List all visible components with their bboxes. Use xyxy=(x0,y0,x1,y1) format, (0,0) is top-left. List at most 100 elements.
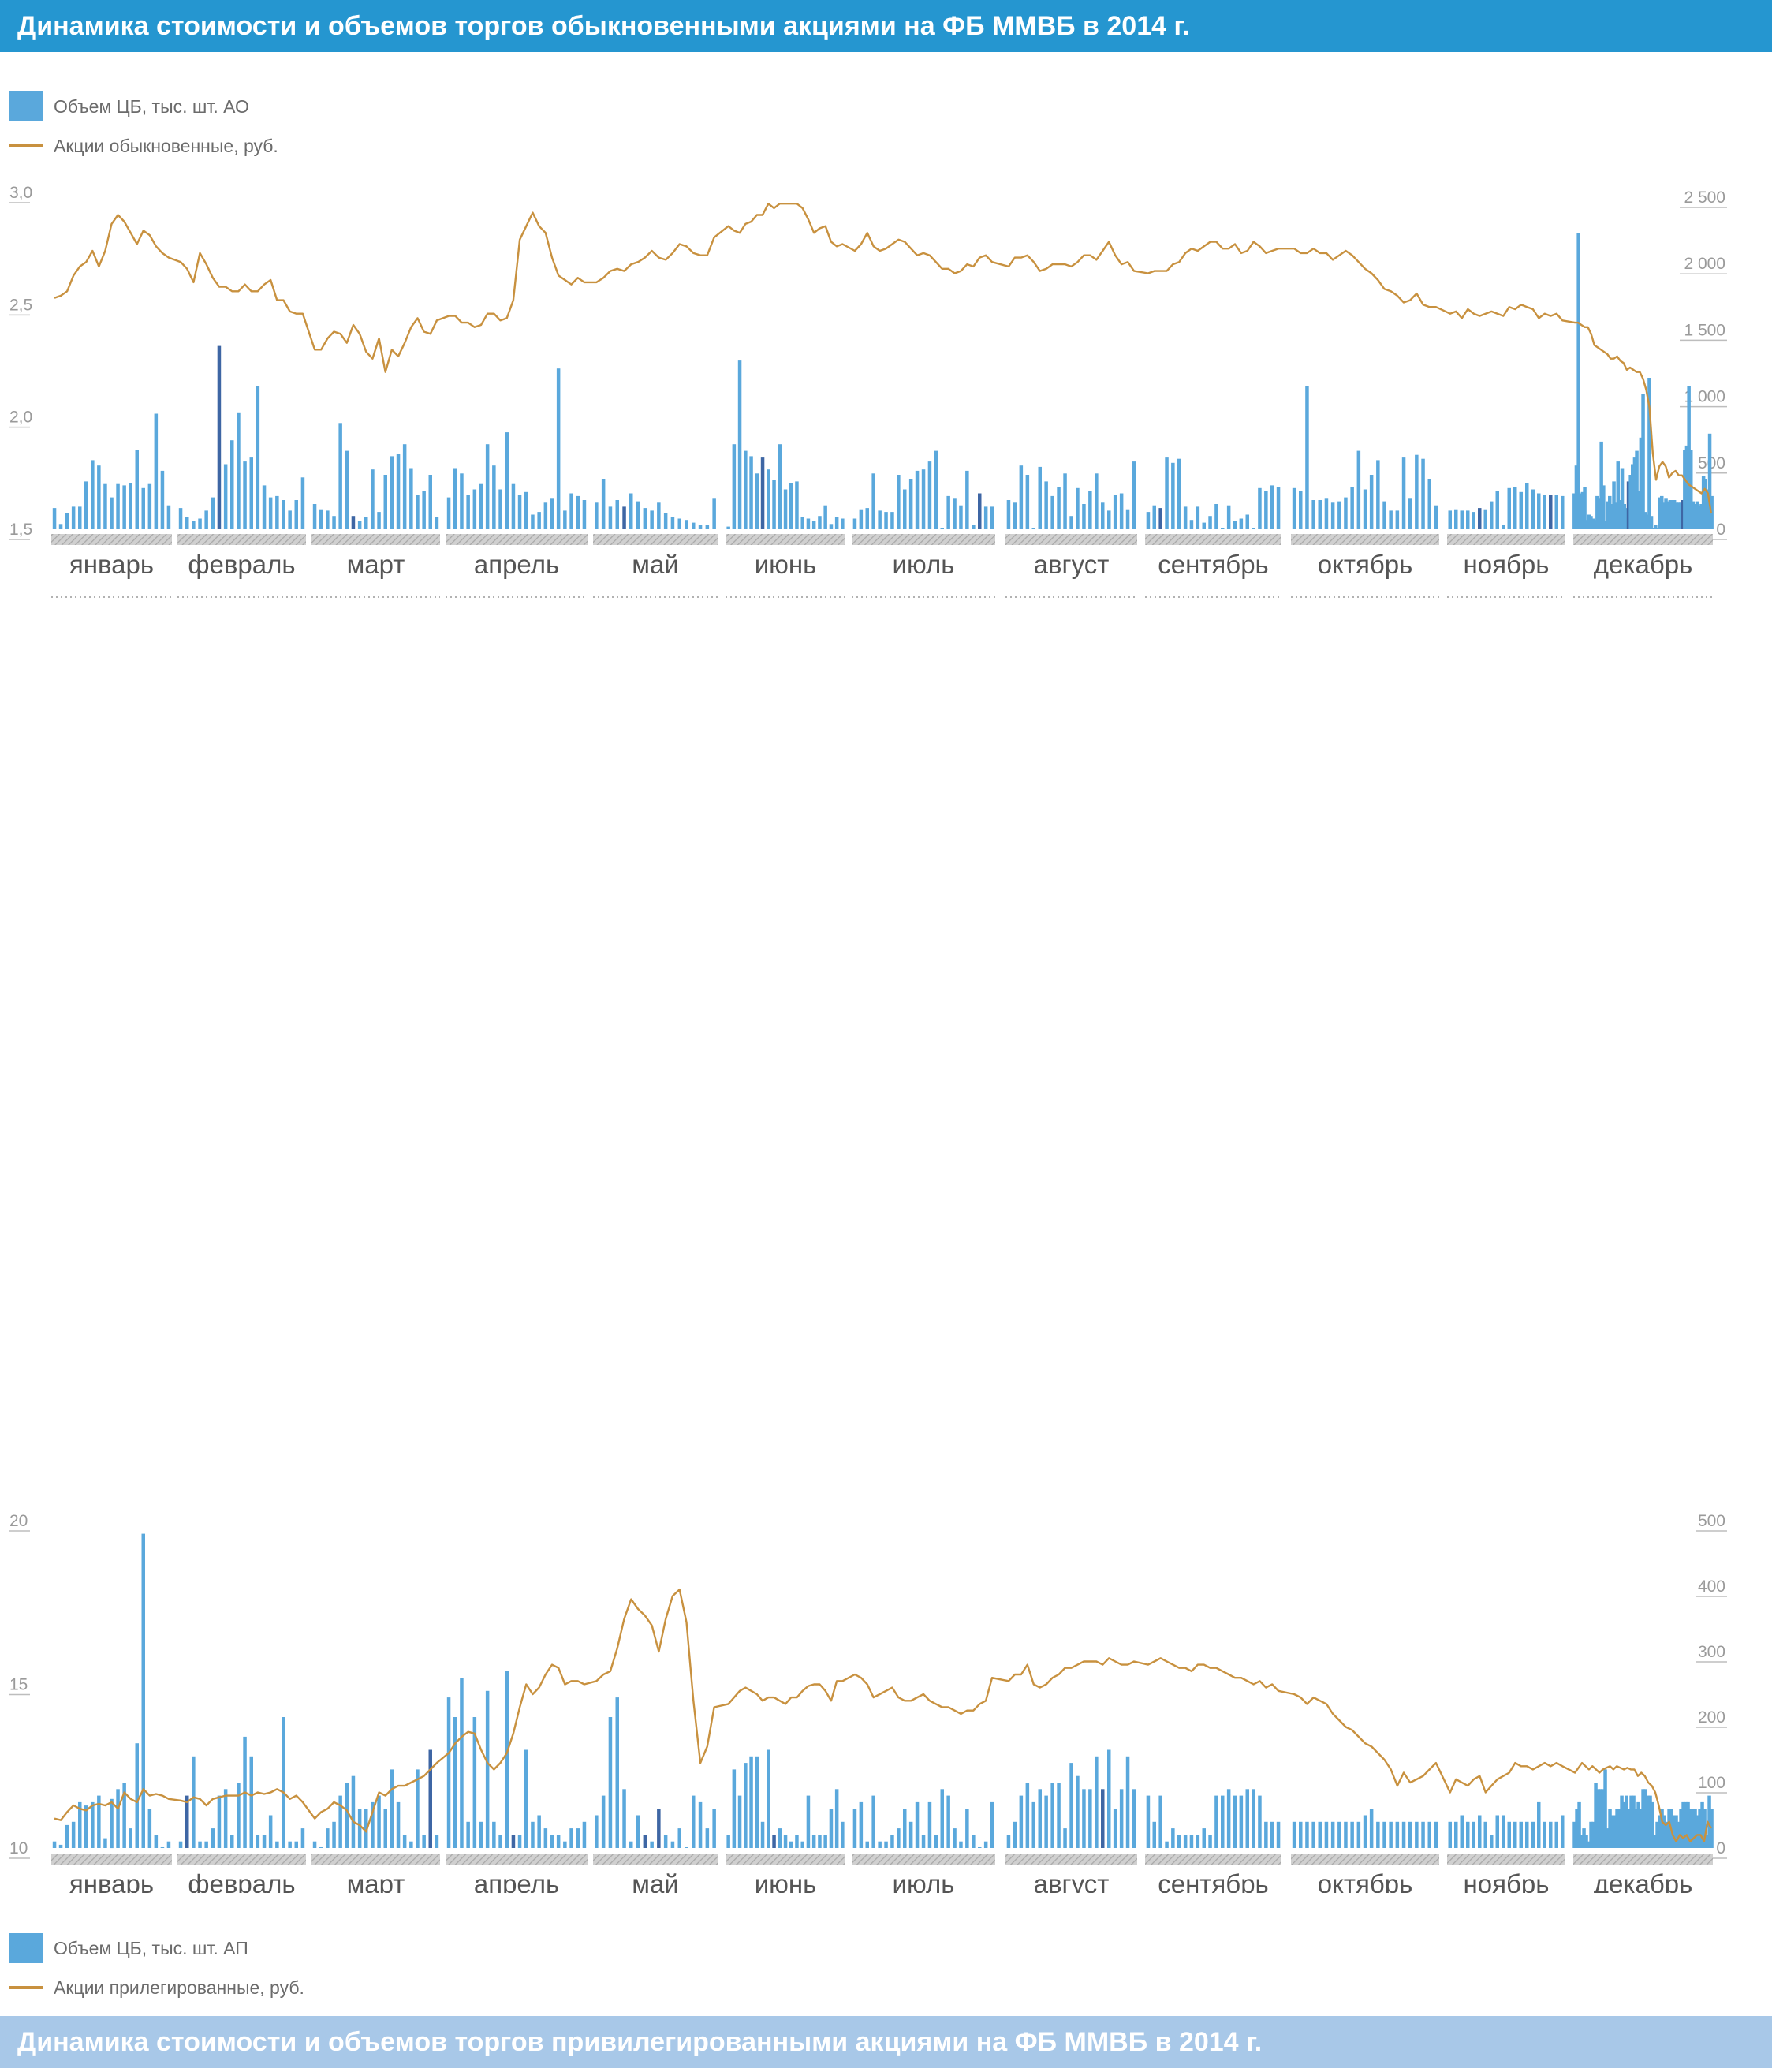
volume-bar xyxy=(345,450,349,529)
volume-bar xyxy=(1382,501,1386,529)
volume-bar xyxy=(1662,502,1666,529)
volume-bar xyxy=(1369,475,1374,529)
volume-bar xyxy=(1622,1801,1626,1848)
volume-bar xyxy=(204,510,208,529)
volume-bar xyxy=(1502,1815,1505,1848)
volume-bar xyxy=(1632,1795,1636,1848)
volume-bar xyxy=(1460,510,1464,529)
volume-bar xyxy=(908,1821,913,1848)
volume-bar xyxy=(78,1801,82,1848)
month-label: февраль xyxy=(188,1869,295,1893)
volume-bar xyxy=(795,1835,799,1848)
volume-bar xyxy=(154,413,159,529)
volume-bar xyxy=(1063,1828,1067,1848)
volume-bar xyxy=(643,508,647,529)
volume-bar xyxy=(744,1763,748,1848)
volume-bar xyxy=(492,1821,496,1848)
volume-bar xyxy=(1233,1795,1237,1848)
month-band: июнь xyxy=(726,1854,845,1893)
volume-bar xyxy=(953,498,957,529)
volume-bar xyxy=(1513,487,1517,529)
volume-bar xyxy=(65,513,69,529)
volume-bar xyxy=(345,1783,349,1848)
volume-bar xyxy=(1674,1815,1678,1848)
volume-bar xyxy=(1057,487,1061,529)
volume-bar xyxy=(1677,502,1681,529)
right-axis-tick-label: 500 xyxy=(1698,454,1725,472)
volume-bar xyxy=(460,1678,464,1848)
volume-bar xyxy=(1665,1821,1669,1848)
volume-bar xyxy=(608,1717,613,1848)
volume-bar xyxy=(1119,493,1124,529)
volume-bar xyxy=(1618,500,1622,529)
volume-bar xyxy=(537,1815,541,1848)
volume-bar xyxy=(1700,1801,1704,1848)
volume-bar xyxy=(1587,1841,1591,1848)
right-axis-tick: 2 000 xyxy=(1680,255,1727,274)
volume-bar xyxy=(116,1789,120,1848)
month-band-hatch xyxy=(311,1854,440,1865)
volume-bar xyxy=(1554,495,1558,529)
volume-bar xyxy=(141,487,145,529)
volume-bar xyxy=(383,1809,387,1848)
volume-bar xyxy=(908,479,913,529)
month-label: июль xyxy=(893,1869,955,1893)
right-axis-tick-label: 0 xyxy=(1716,1839,1725,1857)
volume-bar xyxy=(1651,528,1655,529)
volume-bar xyxy=(818,1835,822,1848)
volume-bar xyxy=(978,1847,982,1848)
volume-bar xyxy=(1245,514,1249,529)
volume-bar xyxy=(859,1801,864,1848)
volume-bar xyxy=(871,473,875,529)
volume-bar xyxy=(582,500,587,529)
month-band: август xyxy=(1005,1854,1137,1893)
volume-bar xyxy=(650,510,654,529)
month-band: март xyxy=(311,1854,440,1893)
volume-bar xyxy=(823,505,827,529)
volume-bar xyxy=(312,504,317,529)
month-label: сентябрь xyxy=(1158,1869,1269,1893)
volume-bar xyxy=(230,440,234,529)
volume-bar xyxy=(1025,475,1030,529)
volume-bar xyxy=(1591,1821,1595,1848)
volume-bar xyxy=(1697,505,1702,529)
volume-bar xyxy=(643,1835,647,1848)
volume-bar xyxy=(282,500,285,529)
volume-bar xyxy=(1344,1821,1348,1848)
month-band: сентябрь xyxy=(1145,1854,1281,1893)
volume-bar xyxy=(1434,1821,1438,1848)
volume-bar xyxy=(446,497,451,529)
volume-bar xyxy=(1664,498,1668,529)
volume-bar xyxy=(1146,1795,1151,1848)
volume-bar xyxy=(1601,1789,1605,1848)
volume-bar xyxy=(428,475,432,529)
month-label: июнь xyxy=(755,1869,817,1893)
volume-bar xyxy=(1655,528,1660,529)
volume-bar xyxy=(1686,1801,1690,1848)
volume-bar xyxy=(531,514,535,529)
volume-bar xyxy=(760,457,765,529)
volume-bar xyxy=(1674,502,1678,529)
volume-bar xyxy=(1063,473,1067,529)
volume-bar xyxy=(670,517,675,529)
month-label: ноябрь xyxy=(1464,1869,1550,1893)
volume-bar xyxy=(332,516,336,529)
volume-bar xyxy=(841,518,845,529)
volume-bar xyxy=(122,485,126,529)
volume-bar xyxy=(84,481,88,529)
volume-bar xyxy=(1672,1815,1676,1848)
month-band: ноябрь xyxy=(1447,1854,1565,1893)
legend-line-swatch xyxy=(9,144,43,147)
volume-bar xyxy=(160,1847,165,1848)
volume-bar xyxy=(852,1809,857,1848)
volume-bar xyxy=(453,468,457,529)
volume-bar xyxy=(818,516,822,529)
volume-bar xyxy=(524,1749,528,1848)
month-band: июнь xyxy=(726,534,845,598)
volume-bar xyxy=(959,505,963,529)
right-axis-tick: 100 xyxy=(1696,1774,1727,1794)
top-legend-line-label: Акции обыкновенные, руб. xyxy=(54,135,278,156)
volume-bar xyxy=(249,1756,253,1848)
volume-bar xyxy=(543,502,548,529)
left-axis-tick: 1,5 xyxy=(9,521,32,540)
